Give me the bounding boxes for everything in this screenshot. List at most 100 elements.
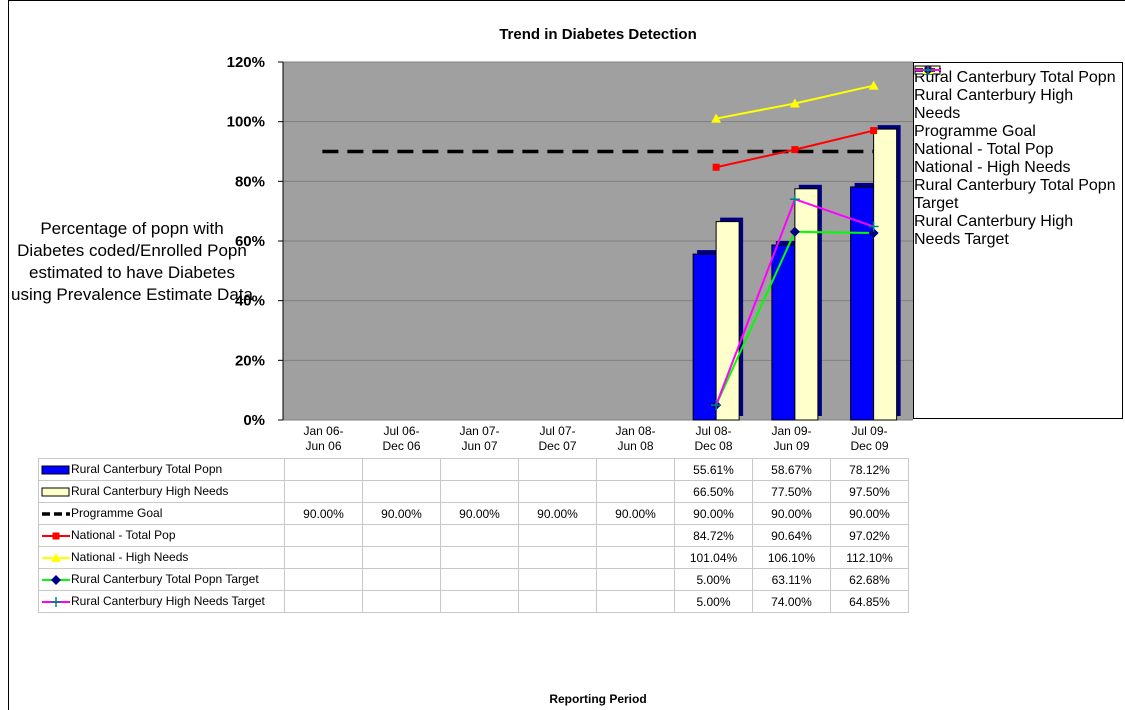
x-tick-label: Jan 06- Jun 06 xyxy=(303,424,344,453)
table-cell: 5.00% xyxy=(674,568,753,591)
row-label: Rural Canterbury High Needs xyxy=(38,480,285,503)
table-row: National - High Needs 101.04% 106.10% 112.1… xyxy=(38,546,909,569)
table-cell: 66.50% xyxy=(674,480,753,503)
table-cell xyxy=(440,546,519,569)
bar xyxy=(692,253,717,421)
row-name: National - High Needs xyxy=(71,550,189,565)
table-cell xyxy=(440,524,519,547)
table-cell: 106.10% xyxy=(752,546,831,569)
legend-label: Rural Canterbury High Needs xyxy=(914,87,1074,122)
legend-key xyxy=(915,65,941,75)
y-tick-label: 20% xyxy=(235,352,265,369)
legend-item: Rural Canterbury High Needs Target xyxy=(914,65,1122,249)
key-swatch xyxy=(41,465,70,475)
marker xyxy=(870,127,878,135)
table-cell xyxy=(362,568,441,591)
table-cell: 90.64% xyxy=(752,524,831,547)
table-cell: 101.04% xyxy=(674,546,753,569)
legend-label: National - High Needs xyxy=(914,159,1071,176)
table-cell: 90.00% xyxy=(518,502,597,525)
x-tick-label: Jul 06- Dec 06 xyxy=(382,424,421,453)
table-cell xyxy=(518,480,597,503)
table-cell: 90.00% xyxy=(362,502,441,525)
table-cell xyxy=(284,568,363,591)
table-cell: 97.50% xyxy=(830,480,909,503)
table-cell xyxy=(284,458,363,481)
marker xyxy=(51,574,61,585)
marker xyxy=(868,228,879,239)
legend-item: Programme Goal xyxy=(914,68,1122,141)
bar xyxy=(794,188,819,421)
table-cell xyxy=(596,590,675,613)
data-table: Jan 06- Jun 06 Jul 06- Dec 06 Jan 07- Jun … xyxy=(38,422,909,613)
table-row: Rural Canterbury Total Popn 55.61% 58.67% 7… xyxy=(38,458,909,481)
x-axis-title: Reporting Period xyxy=(549,692,647,706)
legend-key xyxy=(42,512,70,516)
legend-key xyxy=(42,532,70,540)
y-tick-label: 120% xyxy=(227,54,265,71)
key-swatch xyxy=(41,487,70,497)
table-cell xyxy=(596,546,675,569)
table-cell xyxy=(596,524,675,547)
row-label: National - High Needs xyxy=(38,546,285,569)
legend-label: Programme Goal xyxy=(914,123,1036,140)
marker xyxy=(711,113,722,123)
y-tick-label: 80% xyxy=(235,173,265,190)
x-tick-label: Jan 09- Jun 09 xyxy=(771,424,812,453)
legend-item: National - Total Pop xyxy=(914,66,1122,159)
table-cell xyxy=(440,568,519,591)
table-cell xyxy=(440,590,519,613)
table-cell: 90.00% xyxy=(830,502,909,525)
row-label: Rural Canterbury High Needs Target xyxy=(38,590,285,613)
table-row: Programme Goal 90.00% 90.00% 90.00% 90.00% 90… xyxy=(38,502,909,525)
row-name: Programme Goal xyxy=(71,506,163,521)
table-cell xyxy=(362,590,441,613)
row-name: Rural Canterbury High Needs xyxy=(71,484,229,499)
legend-key xyxy=(42,596,70,607)
table-cell: 112.10% xyxy=(830,546,909,569)
table-cell xyxy=(440,480,519,503)
table-cell: 97.02% xyxy=(830,524,909,547)
y-tick-label: 40% xyxy=(235,293,265,310)
table-cell: 63.11% xyxy=(752,568,831,591)
table-cell: 62.68% xyxy=(830,568,909,591)
row-label: Rural Canterbury Total Popn Target xyxy=(38,568,285,591)
table-cell xyxy=(362,524,441,547)
row-label: Rural Canterbury Total Popn xyxy=(38,458,285,481)
bar xyxy=(873,128,898,421)
table-cell xyxy=(518,590,597,613)
legend-key xyxy=(42,574,70,585)
table-cell: 58.67% xyxy=(752,458,831,481)
marker xyxy=(789,226,800,237)
table-cell: 74.00% xyxy=(752,590,831,613)
y-axis-title: Percentage of popn with Diabetes coded/E… xyxy=(11,219,253,304)
marker xyxy=(789,194,800,205)
legend-label: National - Total Pop xyxy=(914,141,1054,158)
table-cell xyxy=(518,524,597,547)
legend-key xyxy=(41,487,70,497)
row-name: Rural Canterbury Total Popn xyxy=(71,462,223,477)
marker xyxy=(789,98,800,108)
table-cell xyxy=(362,480,441,503)
row-label: National - Total Pop xyxy=(38,524,285,547)
x-tick-label: Jul 07- Dec 07 xyxy=(538,424,577,453)
legend-item: National - High Needs xyxy=(914,65,1122,177)
table-cell xyxy=(518,568,597,591)
table-cell: 77.50% xyxy=(752,480,831,503)
table-cell xyxy=(596,568,675,591)
legend-label: Rural Canterbury High Needs Target xyxy=(914,213,1074,248)
table-cell: 90.00% xyxy=(674,502,753,525)
row-name: Rural Canterbury High Needs Target xyxy=(71,594,265,609)
marker xyxy=(791,146,799,154)
bar xyxy=(771,244,796,421)
bar xyxy=(715,221,740,421)
legend-label: Rural Canterbury Total Popn Target xyxy=(914,177,1116,212)
table-row: Rural Canterbury High Needs Target 5.00% 7… xyxy=(38,590,909,613)
table-cell: 84.72% xyxy=(674,524,753,547)
table-cell: 90.00% xyxy=(596,502,675,525)
table-cell: 78.12% xyxy=(830,458,909,481)
marker xyxy=(711,400,722,411)
x-tick-label: Jul 09- Dec 09 xyxy=(850,424,889,453)
row-label: Programme Goal xyxy=(38,502,285,525)
